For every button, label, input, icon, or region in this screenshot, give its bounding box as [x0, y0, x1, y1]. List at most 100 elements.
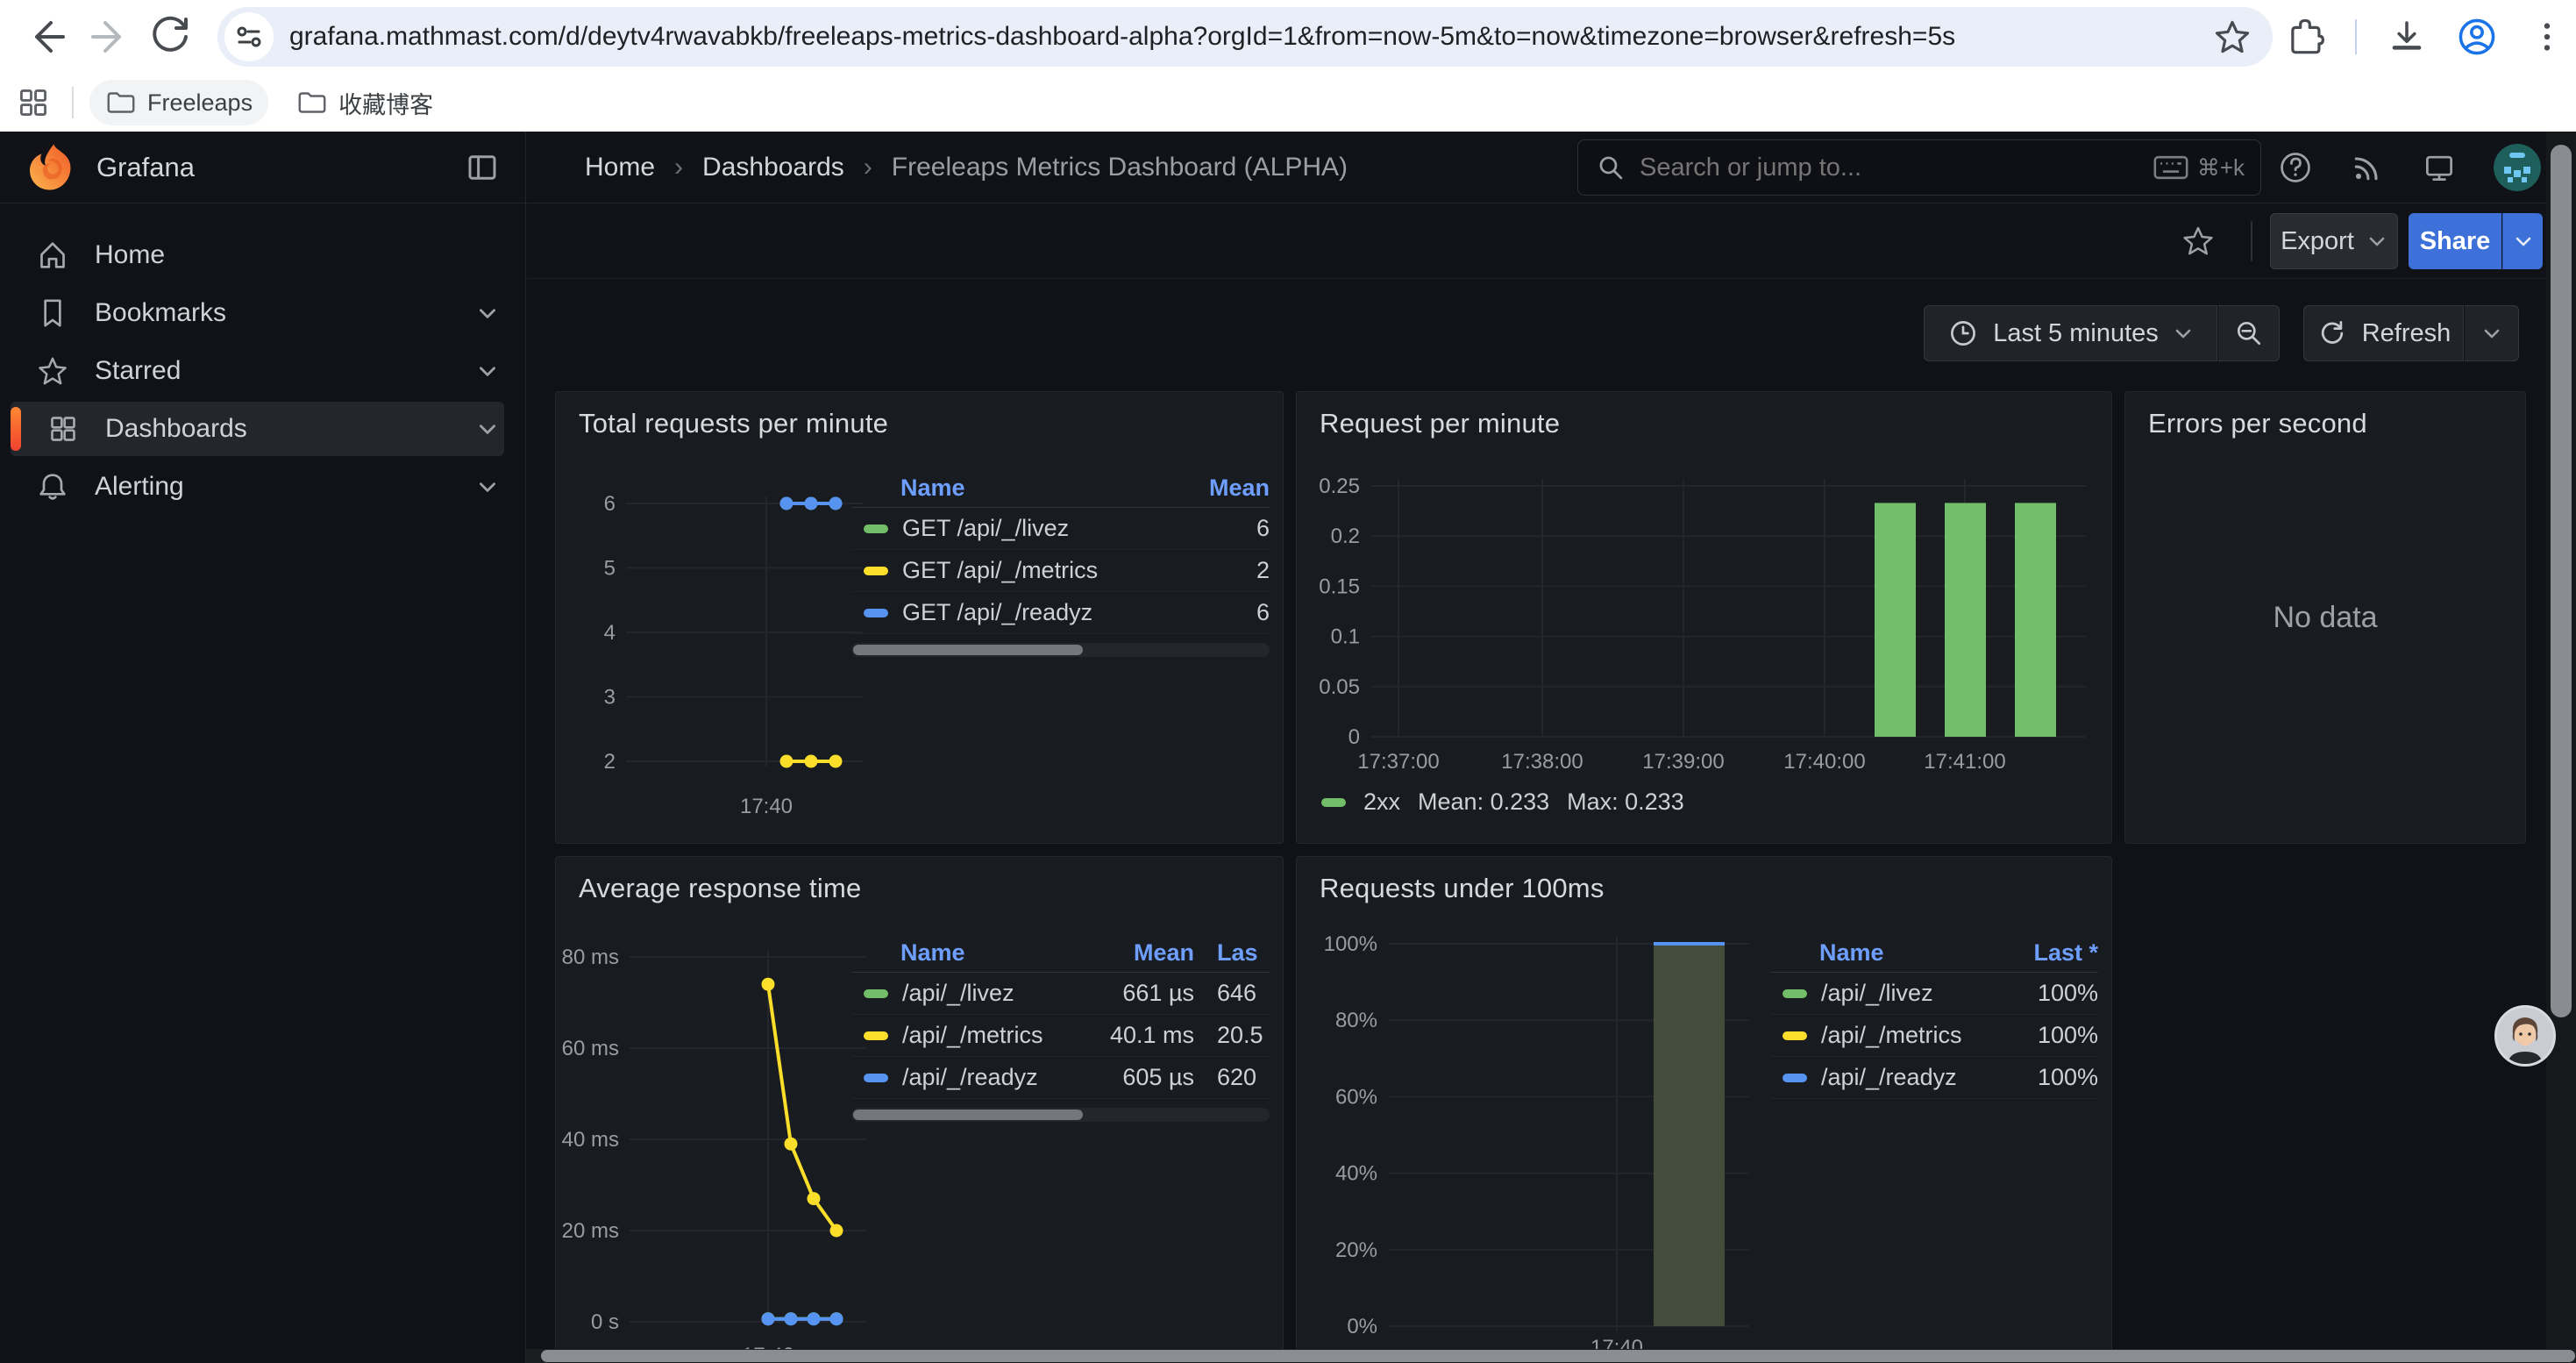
time-range-picker[interactable]: Last 5 minutes [1924, 305, 2217, 361]
series-name[interactable]: /api/_/metrics [1770, 1022, 1975, 1049]
grafana-logo-icon[interactable] [26, 142, 77, 193]
series-name[interactable]: /api/_/livez [851, 980, 1054, 1007]
legend-row[interactable]: GET /api/_/livez 6 [851, 508, 1270, 550]
bookmark-label: Freeleaps [147, 89, 253, 116]
legend[interactable]: 2xx Mean: 0.233 Max: 0.233 [1321, 789, 1684, 816]
legend-scrollbar-thumb[interactable] [853, 1110, 1084, 1120]
assistant-avatar[interactable] [2494, 1005, 2556, 1067]
vertical-scrollbar[interactable] [2546, 132, 2576, 1363]
breadcrumb-home[interactable]: Home [585, 153, 656, 182]
legend-column-header[interactable]: Name [900, 939, 965, 966]
legend-row[interactable]: GET /api/_/metrics 2 [851, 550, 1270, 592]
legend-scrollbar-thumb[interactable] [853, 645, 1084, 655]
share-menu-button[interactable] [2502, 213, 2543, 269]
back-icon[interactable] [25, 14, 70, 60]
panel-title[interactable]: Errors per second [2148, 408, 2367, 439]
series-swatch [864, 1073, 888, 1082]
legend-row[interactable]: /api/_/metrics 40.1 ms 20.5 m [851, 1015, 1270, 1057]
export-button[interactable]: Export [2270, 213, 2398, 269]
favorite-star-icon[interactable] [2181, 224, 2216, 259]
series-name[interactable]: /api/_/metrics [851, 1022, 1054, 1049]
legend-column-header[interactable]: Name [1819, 939, 1884, 966]
series-name[interactable]: GET /api/_/readyz [851, 599, 1147, 626]
refresh-button[interactable]: Refresh [2303, 305, 2464, 361]
svg-text:17:38:00: 17:38:00 [1501, 750, 1583, 774]
news-rss-icon[interactable] [2350, 150, 2385, 185]
series-name[interactable]: /api/_/readyz [851, 1064, 1054, 1091]
apps-grid-icon[interactable] [14, 83, 53, 122]
sidebar-item-starred[interactable]: Starred [11, 344, 504, 398]
legend-row[interactable]: GET /api/_/readyz 6 [851, 592, 1270, 634]
panel-errors-per-second[interactable]: Errors per second No data [2124, 391, 2526, 844]
chevron-down-icon[interactable] [476, 360, 499, 382]
url-input[interactable] [289, 22, 2211, 52]
legend-column-header[interactable]: Last * [2033, 939, 2098, 966]
horizontal-scrollbar[interactable] [526, 1349, 2576, 1363]
share-button[interactable]: Share [2409, 213, 2501, 269]
panel-total-requests[interactable]: Total requests per minute 6 5 4 3 2 17:40 Name… [555, 391, 1284, 844]
legend-row[interactable]: /api/_/readyz 100% [1770, 1057, 2098, 1099]
reload-icon[interactable] [147, 14, 193, 60]
forward-icon[interactable] [86, 14, 132, 60]
legend-scrollbar[interactable] [851, 643, 1270, 657]
series-last: 20.5 m [1217, 1022, 1270, 1048]
refresh-interval-button[interactable] [2465, 305, 2519, 361]
bookmark-item-freeleaps[interactable]: Freeleaps [89, 80, 269, 125]
legend-column-header[interactable]: Las [1217, 939, 1258, 966]
panel-title[interactable]: Request per minute [1320, 408, 1561, 439]
downloads-icon[interactable] [2387, 17, 2427, 57]
svg-text:0%: 0% [1347, 1315, 1377, 1338]
panel-requests-under-100ms[interactable]: Requests under 100ms 100% 80% 60% 40% 20% 0% 1… [1296, 856, 2112, 1363]
series-name[interactable]: /api/_/livez [1770, 980, 1975, 1007]
panel-title[interactable]: Average response time [579, 873, 862, 903]
legend-row[interactable]: /api/_/readyz 605 µs 620 [851, 1057, 1270, 1099]
legend-row[interactable]: /api/_/metrics 100% [1770, 1015, 2098, 1057]
chart-request-per-minute[interactable]: 0.25 0.2 0.15 0.1 0.05 017:37:00 17:38:00 17:39… [1297, 471, 2108, 787]
legend-scrollbar[interactable] [851, 1108, 1270, 1122]
svg-text:80%: 80% [1335, 1009, 1377, 1032]
legend-column-header[interactable]: Mean [1133, 939, 1194, 966]
search-bar[interactable]: ⌘+k [1577, 139, 2261, 196]
chevron-down-icon[interactable] [476, 417, 499, 440]
extensions-icon[interactable] [2285, 17, 2325, 57]
profile-icon[interactable] [2457, 17, 2497, 57]
vertical-scrollbar-thumb[interactable] [2551, 145, 2572, 1017]
legend-column-header[interactable]: Name [900, 475, 965, 501]
menu-kebab-icon[interactable] [2527, 17, 2567, 57]
series-name[interactable]: 2xx [1363, 789, 1401, 815]
site-info-icon[interactable] [224, 12, 274, 61]
panel-request-per-minute[interactable]: Request per minute 0.25 0.2 0.15 0.1 0.05 0 17… [1296, 391, 2112, 844]
chart-total-requests[interactable]: 6 5 4 3 2 17:40 [572, 473, 874, 832]
horizontal-scrollbar-thumb[interactable] [541, 1350, 2575, 1362]
monitor-icon[interactable] [2422, 150, 2457, 185]
svg-text:17:37:00: 17:37:00 [1357, 750, 1439, 774]
sidebar-item-bookmarks[interactable]: Bookmarks [11, 286, 504, 340]
chevron-down-icon[interactable] [476, 475, 499, 498]
bookmark-item-blog[interactable]: 收藏博客 [281, 80, 449, 125]
legend-row[interactable]: /api/_/livez 100% [1770, 973, 2098, 1015]
series-mean: 2 [1256, 557, 1270, 583]
user-avatar[interactable] [2494, 144, 2541, 191]
series-name[interactable]: GET /api/_/livez [851, 515, 1147, 542]
series-name[interactable]: GET /api/_/metrics [851, 557, 1147, 584]
chart-requests-under-100ms[interactable]: 100%80%60%40%20%0%17:40 [1297, 931, 1761, 1363]
breadcrumb-dashboards[interactable]: Dashboards [702, 153, 844, 182]
sidebar-item-alerting[interactable]: Alerting [11, 460, 504, 514]
grafana-app: Grafana Home Bookmarks [0, 132, 2576, 1363]
legend-column-header[interactable]: Mean [1208, 475, 1270, 501]
panel-title[interactable]: Total requests per minute [579, 408, 889, 439]
sidebar-item-dashboards[interactable]: Dashboards [11, 402, 504, 456]
help-icon[interactable] [2278, 150, 2313, 185]
series-name[interactable]: /api/_/readyz [1770, 1064, 1975, 1091]
search-input[interactable] [1640, 153, 2153, 182]
chevron-down-icon[interactable] [476, 302, 499, 325]
panel-title[interactable]: Requests under 100ms [1320, 873, 1605, 903]
sidebar-toggle-icon[interactable] [464, 149, 501, 186]
zoom-out-button[interactable] [2218, 305, 2280, 361]
sidebar-item-home[interactable]: Home [11, 228, 504, 282]
bookmark-star-icon[interactable] [2211, 16, 2253, 58]
panel-avg-response-time[interactable]: Average response time 80 ms 60 ms 40 ms 20 … [555, 856, 1284, 1363]
address-bar[interactable] [217, 7, 2273, 67]
legend-row[interactable]: /api/_/livez 661 µs 646 [851, 973, 1270, 1015]
